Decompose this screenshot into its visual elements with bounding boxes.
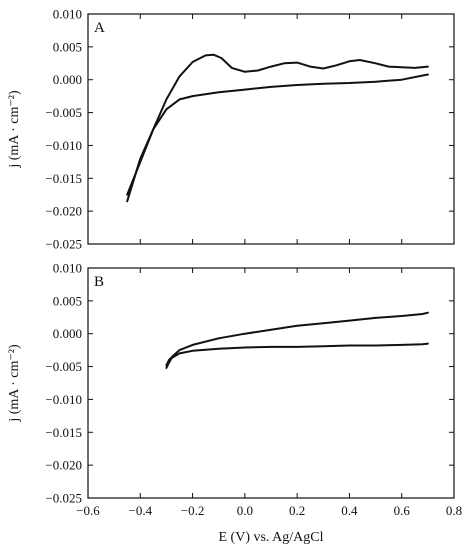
panel-a-y-tick-label: 0.010	[53, 7, 82, 22]
panel-b-y-tick-label: −0.015	[45, 425, 82, 440]
panel-b-curves	[165, 311, 429, 369]
panel-b-y-tick-label: 0.000	[53, 326, 82, 341]
panel-a-y-tick-label: 0.000	[53, 72, 82, 87]
panel-a: A j (mA · cm⁻²) 0.010 0.005 0.000 −0.005 −0.…	[7, 7, 455, 252]
panel-a-y-tick-label: −0.010	[45, 138, 82, 153]
panel-a-y-tick-label: −0.025	[45, 237, 82, 252]
panel-b-y-tick-label: −0.020	[45, 458, 82, 473]
panel-a-y-tick-label: 0.005	[53, 39, 82, 54]
panel-a-y-axis-title: j (mA · cm⁻²)	[7, 90, 22, 169]
panel-a-y-tick-label: −0.020	[45, 204, 82, 219]
panel-b-ticks: 0.010 0.005 0.000 −0.005 −0.010 −0.015 −0.020 −…	[45, 261, 462, 519]
panel-b-x-tick-label: −0.4	[128, 503, 152, 518]
panel-a-cv-curve-cathodic	[126, 73, 429, 203]
panel-b-x-tick-label: 0.0	[237, 503, 253, 518]
panel-b-label: B	[94, 274, 104, 290]
panel-b-y-tick-label: 0.005	[53, 293, 82, 308]
panel-a-frame	[87, 13, 455, 245]
panel-b-x-tick-label: −0.6	[76, 503, 100, 518]
panel-b-y-tick-label: −0.025	[45, 491, 82, 506]
panel-b-frame	[87, 267, 455, 499]
panel-b-x-tick-label: 0.6	[394, 503, 411, 518]
panel-b: B j (mA · cm⁻²) 0.010 0.005 0.000 −0.005 −0.…	[7, 261, 462, 519]
panel-a-y-tick-label: −0.015	[45, 171, 82, 186]
panel-a-curves	[126, 53, 429, 203]
panel-b-x-tick-label: 0.8	[446, 503, 462, 518]
panel-b-x-tick-label: 0.2	[289, 503, 305, 518]
panel-b-y-tick-label: 0.010	[53, 261, 82, 276]
panel-a-cv-curve-anodic	[126, 53, 429, 196]
x-axis-title: E (V) vs. Ag/AgCl	[219, 530, 324, 545]
panel-b-y-tick-label: −0.005	[45, 359, 82, 374]
panel-a-label: A	[94, 20, 105, 36]
panel-b-cv-curve-cathodic	[165, 342, 429, 369]
panel-a-ticks: 0.010 0.005 0.000 −0.005 −0.010 −0.015 −0.020 −…	[45, 7, 455, 252]
panel-b-y-axis-title: j (mA · cm⁻²)	[7, 344, 22, 423]
panel-b-x-tick-label: 0.4	[341, 503, 358, 518]
panel-b-x-tick-label: −0.2	[181, 503, 205, 518]
panel-b-y-tick-label: −0.010	[45, 392, 82, 407]
panel-b-cv-curve-anodic	[165, 311, 429, 367]
panel-a-y-tick-label: −0.005	[45, 105, 82, 120]
